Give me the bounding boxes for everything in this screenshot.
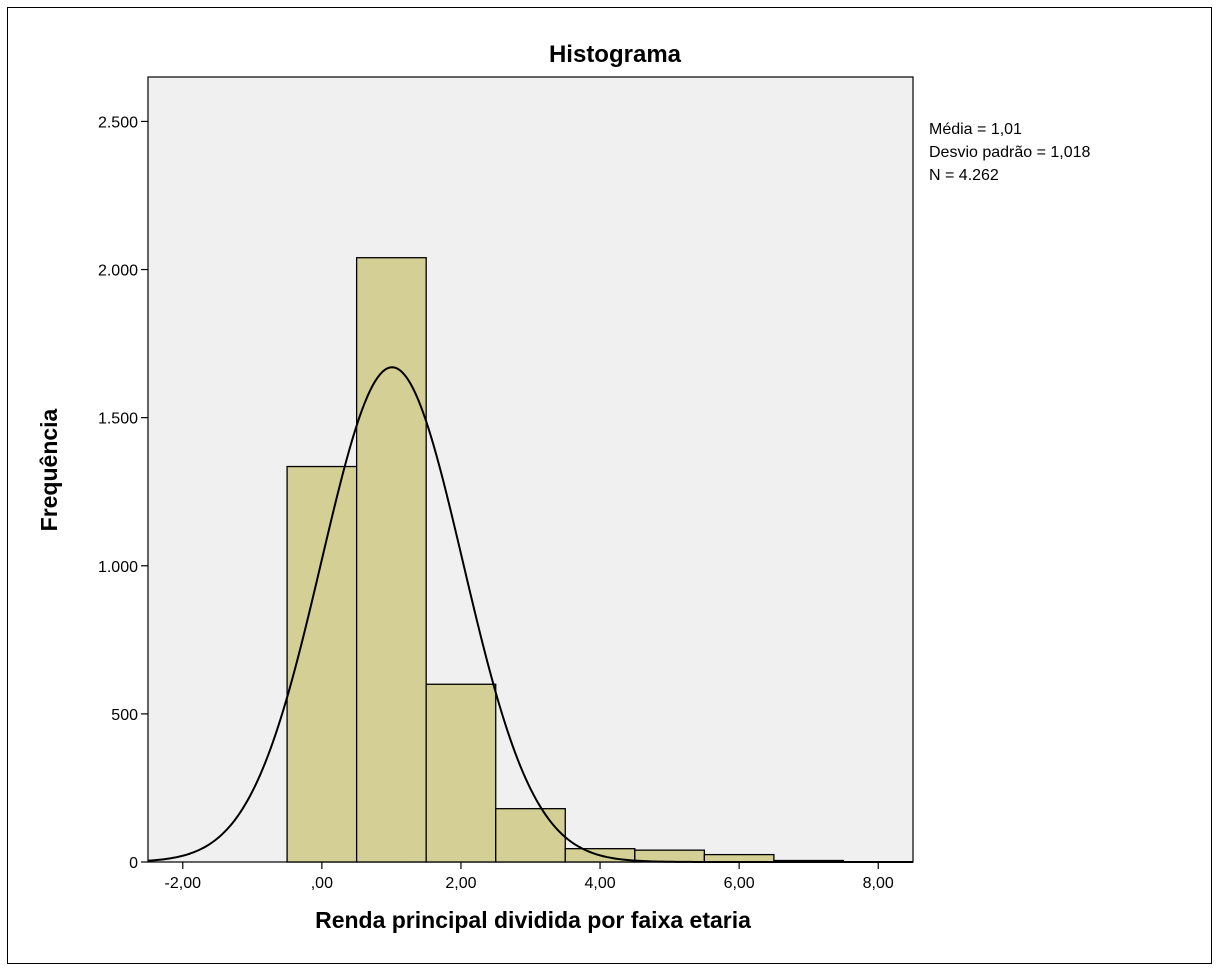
- x-tick-label-3: 4,00: [584, 875, 615, 892]
- x-axis-title: Renda principal dividida por faixa etari…: [315, 907, 751, 933]
- x-tick-label-0: -2,00: [165, 875, 202, 892]
- y-tick-label-0: 0: [129, 855, 138, 872]
- y-tick-label-4: 2.000: [98, 263, 138, 280]
- y-axis-title: Frequência: [36, 408, 62, 531]
- y-axis: 0 500 1.000 1.500 2.000 2.500: [98, 114, 148, 872]
- histogram-bar-3: [495, 808, 566, 863]
- x-axis: -2,00 ,00 2,00 4,00 6,00 8,00: [165, 862, 894, 892]
- y-tick-label-2: 1.000: [98, 559, 138, 576]
- stat-sd: Desvio padrão = 1,018: [929, 144, 1091, 161]
- y-tick-label-5: 2.500: [98, 114, 138, 131]
- histogram-bar-1: [355, 257, 427, 863]
- histogram-bar-2: [425, 683, 497, 863]
- histogram-bars: [286, 257, 845, 863]
- x-tick-label-2: 2,00: [445, 875, 476, 892]
- stat-mean: Média = 1,01: [929, 121, 1022, 138]
- y-tick-label-1: 500: [111, 707, 138, 724]
- chart-title: Histograma: [549, 41, 682, 68]
- x-tick-label-5: 8,00: [863, 875, 894, 892]
- y-tick-label-3: 1.500: [98, 411, 138, 428]
- stat-n: N = 4.262: [929, 167, 999, 184]
- x-tick-label-4: 6,00: [724, 875, 755, 892]
- plot-area: [147, 76, 914, 863]
- histogram-bar-6: [703, 853, 775, 863]
- histogram-bar-0: [286, 465, 358, 863]
- stats-box: Média = 1,01 Desvio padrão = 1,018 N = 4…: [929, 121, 1091, 184]
- normal-curve: [147, 366, 913, 863]
- x-tick-label-1: ,00: [311, 875, 333, 892]
